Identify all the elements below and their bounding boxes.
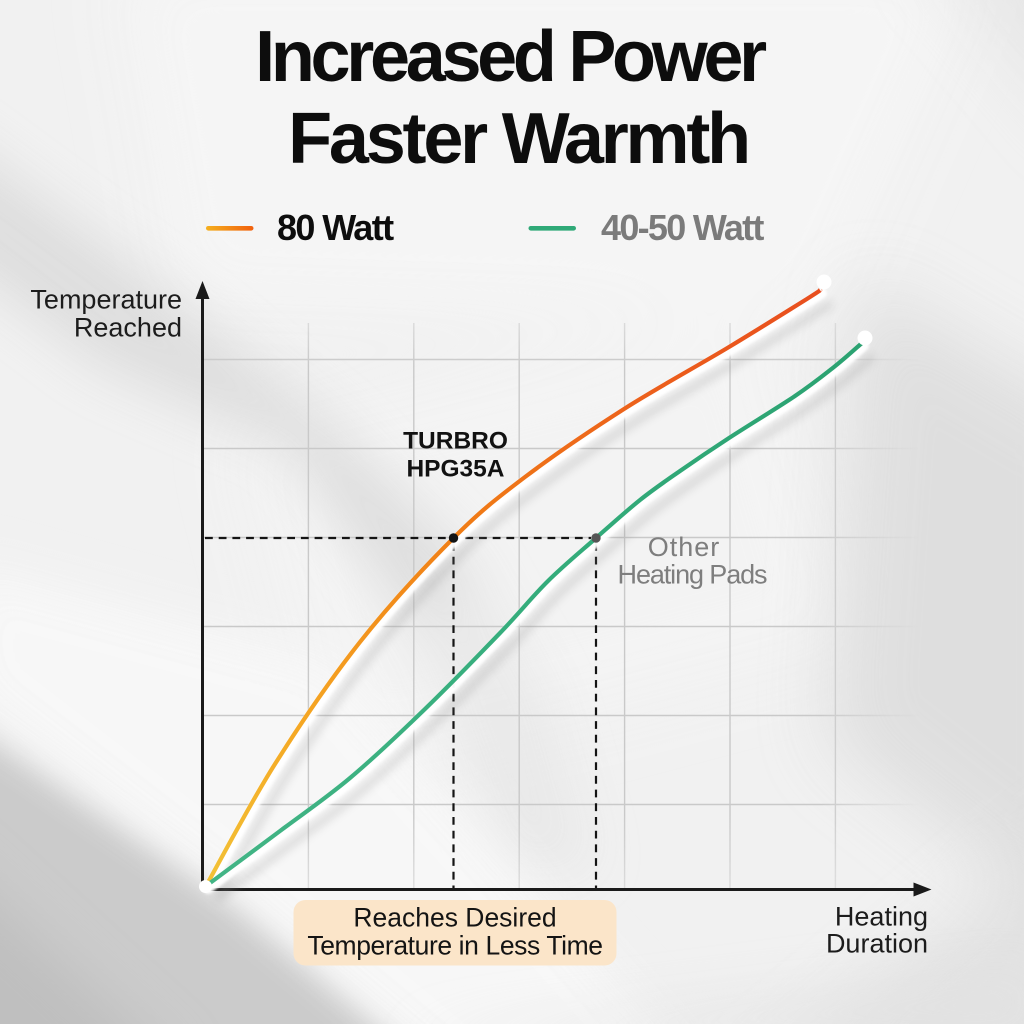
svg-text:Temperature in Less Time: Temperature in Less Time	[307, 931, 602, 961]
svg-text:Increased Power: Increased Power	[255, 17, 766, 97]
svg-text:TURBRO: TURBRO	[403, 428, 508, 455]
svg-text:Reaches Desired: Reaches Desired	[353, 903, 556, 933]
svg-text:Heating Pads: Heating Pads	[618, 560, 768, 590]
svg-text:Faster Warmth: Faster Warmth	[288, 99, 748, 179]
svg-text:Heating: Heating	[835, 902, 928, 932]
svg-text:Reached: Reached	[74, 313, 182, 343]
svg-text:Temperature: Temperature	[30, 285, 182, 315]
svg-text:Duration: Duration	[826, 929, 928, 959]
svg-text:80 Watt: 80 Watt	[277, 207, 394, 248]
svg-text:Other: Other	[648, 532, 721, 562]
svg-text:40-50 Watt: 40-50 Watt	[601, 207, 764, 248]
svg-text:HPG35A: HPG35A	[406, 456, 504, 483]
